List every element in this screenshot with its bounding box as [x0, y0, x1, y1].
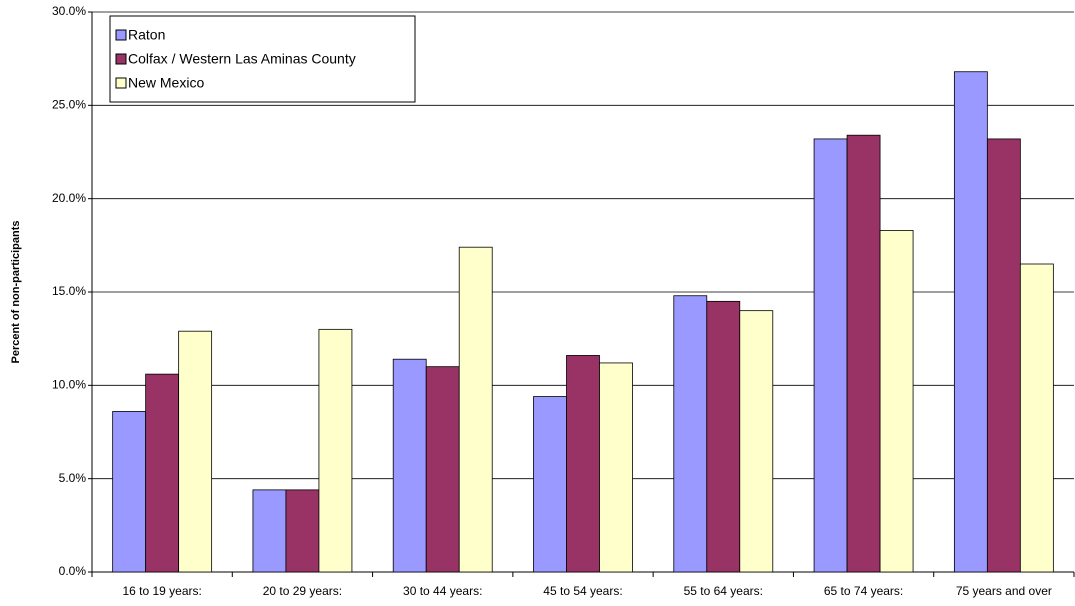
- y-tick-label: 10.0%: [52, 378, 86, 392]
- legend-swatch: [115, 77, 127, 89]
- bar: [739, 310, 774, 573]
- legend-swatch: [115, 29, 127, 41]
- bar: [178, 330, 213, 573]
- bar: [112, 411, 147, 573]
- bar: [145, 373, 180, 573]
- x-tick-label: 45 to 54 years:: [543, 584, 622, 598]
- bar: [1019, 263, 1054, 573]
- bar: [846, 134, 881, 573]
- legend-label: Raton: [128, 27, 165, 43]
- bar: [458, 246, 493, 573]
- x-tick-label: 16 to 19 years:: [122, 584, 201, 598]
- legend-box: [109, 15, 416, 103]
- y-tick-label: 20.0%: [52, 191, 86, 205]
- bar: [599, 362, 633, 573]
- x-tick-label: 30 to 44 years:: [403, 584, 482, 598]
- bar: [318, 328, 353, 573]
- bar: [706, 300, 741, 573]
- bar: [566, 355, 600, 573]
- y-tick-label: 25.0%: [52, 98, 86, 112]
- y-tick-label: 0.0%: [59, 564, 87, 578]
- bar: [879, 229, 914, 573]
- bar: [986, 138, 1021, 573]
- y-axis-label: Percent of non-participants: [10, 220, 22, 363]
- bar: [673, 295, 708, 573]
- x-tick-label: 75 years and over: [956, 584, 1052, 598]
- y-tick-label: 30.0%: [52, 4, 86, 18]
- bar: [953, 71, 988, 573]
- x-tick-label: 20 to 29 years:: [263, 584, 342, 598]
- bar: [392, 358, 427, 573]
- bar: [252, 489, 287, 573]
- legend-label: New Mexico: [128, 75, 204, 91]
- x-tick-label: 65 to 74 years:: [824, 584, 903, 598]
- bar: [813, 138, 848, 573]
- legend-swatch: [115, 53, 127, 65]
- x-tick-label: 55 to 64 years:: [684, 584, 763, 598]
- y-tick-label: 5.0%: [59, 471, 87, 485]
- bar: [533, 396, 567, 573]
- legend-label: Colfax / Western Las Aminas County: [128, 51, 356, 67]
- y-tick-label: 15.0%: [52, 284, 86, 298]
- bar: [285, 489, 320, 573]
- bar: [425, 366, 460, 573]
